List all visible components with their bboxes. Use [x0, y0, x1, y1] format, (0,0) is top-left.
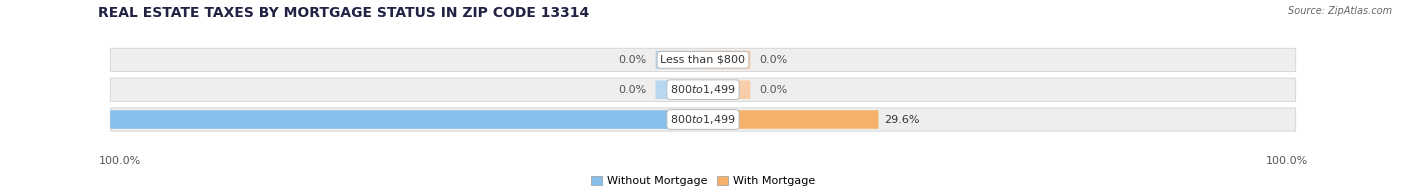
Text: 100.0%: 100.0%: [98, 156, 141, 166]
Text: $800 to $1,499: $800 to $1,499: [671, 113, 735, 126]
FancyBboxPatch shape: [110, 108, 1296, 131]
Text: Less than $800: Less than $800: [661, 55, 745, 65]
Text: 0.0%: 0.0%: [619, 55, 647, 65]
FancyBboxPatch shape: [110, 48, 1296, 72]
FancyBboxPatch shape: [703, 81, 751, 99]
Text: 0.0%: 0.0%: [759, 55, 787, 65]
Text: 0.0%: 0.0%: [619, 85, 647, 95]
Text: $800 to $1,499: $800 to $1,499: [671, 83, 735, 96]
Text: REAL ESTATE TAXES BY MORTGAGE STATUS IN ZIP CODE 13314: REAL ESTATE TAXES BY MORTGAGE STATUS IN …: [98, 6, 589, 20]
FancyBboxPatch shape: [110, 110, 703, 129]
FancyBboxPatch shape: [655, 81, 703, 99]
Text: 100.0%: 100.0%: [58, 114, 104, 125]
Legend: Without Mortgage, With Mortgage: Without Mortgage, With Mortgage: [586, 171, 820, 191]
Text: Source: ZipAtlas.com: Source: ZipAtlas.com: [1288, 6, 1392, 16]
FancyBboxPatch shape: [110, 78, 1296, 101]
Text: 0.0%: 0.0%: [759, 85, 787, 95]
FancyBboxPatch shape: [655, 51, 703, 69]
FancyBboxPatch shape: [703, 51, 751, 69]
Text: 100.0%: 100.0%: [1265, 156, 1308, 166]
FancyBboxPatch shape: [703, 110, 879, 129]
Text: 29.6%: 29.6%: [884, 114, 920, 125]
